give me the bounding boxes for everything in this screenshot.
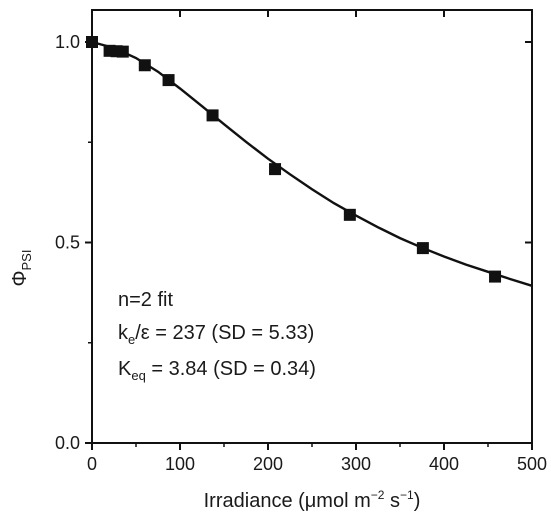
x-tick-label: 0 <box>87 454 97 474</box>
data-point <box>138 59 151 72</box>
data-point <box>416 242 429 255</box>
x-tick-label: 400 <box>429 454 459 474</box>
x-axis-label: Irradiance (μmol m−2 s−1) <box>204 488 421 512</box>
data-point <box>116 45 129 58</box>
data-point <box>343 208 356 221</box>
y-tick-label: 0.5 <box>55 233 80 253</box>
annotation-line-2: ke/ε = 237 (SD = 5.33) <box>118 322 314 347</box>
data-point <box>162 74 175 87</box>
fit-curve <box>91 40 533 287</box>
x-tick-label: 100 <box>165 454 195 474</box>
y-tick-label: 1.0 <box>55 32 80 52</box>
x-tick-label: 500 <box>517 454 547 474</box>
y-axis-label: ΦPSI <box>9 250 34 287</box>
x-tick-label: 300 <box>341 454 371 474</box>
data-point <box>269 163 282 176</box>
axis-tick-labels: 0 100 200 300 400 500 0.0 0.5 1.0 <box>55 32 547 474</box>
annotation-line-1: n=2 fit <box>118 289 173 311</box>
data-point <box>489 270 502 283</box>
data-markers <box>86 36 502 283</box>
axis-ticks <box>85 10 533 450</box>
y-tick-label: 0.0 <box>55 433 80 453</box>
data-point <box>86 36 98 48</box>
annotation-line-3: Keq = 3.84 (SD = 0.34) <box>118 358 316 383</box>
x-tick-label: 200 <box>253 454 283 474</box>
data-point <box>206 109 219 122</box>
